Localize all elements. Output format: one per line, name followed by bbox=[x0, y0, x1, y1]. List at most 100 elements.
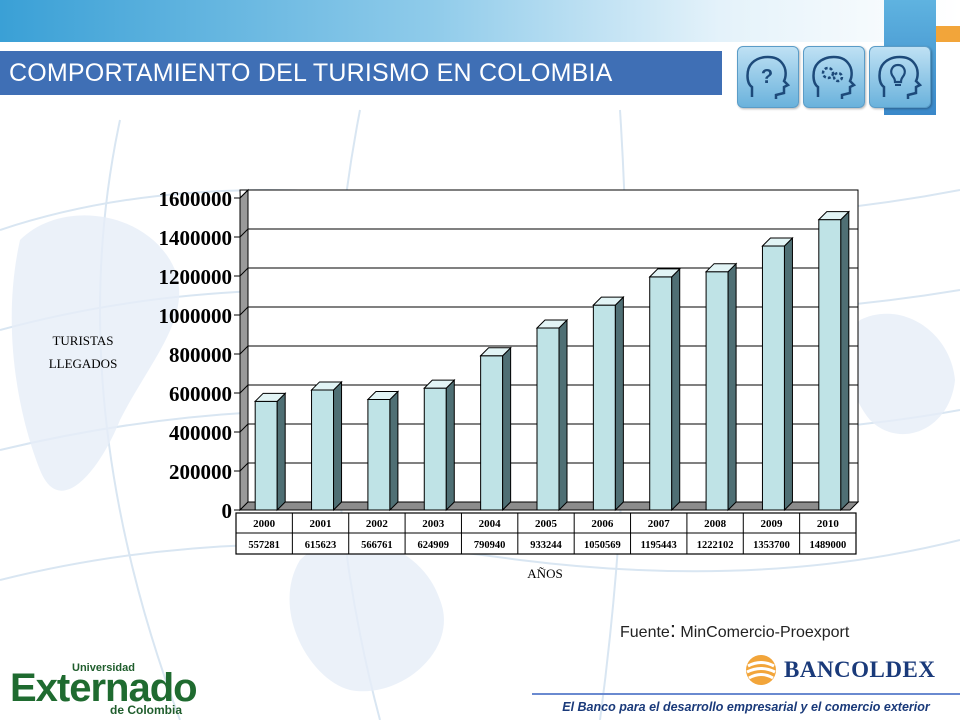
top-gradient-bar bbox=[0, 0, 960, 42]
bar-2009 bbox=[761, 236, 794, 512]
bar-top bbox=[253, 392, 287, 402]
x-tick-label: 2006 bbox=[591, 518, 614, 530]
bar-side bbox=[783, 236, 793, 512]
externado-logo: Universidad Externado de Colombia bbox=[10, 662, 198, 718]
bar-2001 bbox=[310, 380, 343, 512]
x-axis-label: AÑOS bbox=[527, 566, 562, 581]
bar-side bbox=[671, 267, 681, 512]
bar-2004 bbox=[479, 346, 512, 512]
data-label: 615623 bbox=[305, 540, 337, 551]
data-label: 1222102 bbox=[697, 540, 734, 551]
bar-2008 bbox=[704, 262, 738, 512]
tagline-bar: El Banco para el desarrollo empresarial … bbox=[532, 693, 960, 719]
lightbulb-head-icon bbox=[869, 46, 931, 108]
bar-front bbox=[705, 271, 729, 511]
bar-front bbox=[761, 245, 785, 511]
bar-front bbox=[254, 400, 278, 511]
bars bbox=[253, 210, 851, 512]
head-icons: ? bbox=[737, 46, 931, 108]
bar-side bbox=[389, 390, 399, 512]
x-tick-label: 2005 bbox=[535, 518, 558, 530]
bar-2003 bbox=[423, 378, 456, 512]
bar-front bbox=[536, 327, 560, 511]
gridline-side bbox=[239, 306, 249, 316]
x-tick-label: 2009 bbox=[760, 518, 783, 530]
x-tick-label: 2002 bbox=[366, 518, 389, 530]
data-label: 790940 bbox=[474, 540, 506, 551]
svg-text:?: ? bbox=[761, 66, 773, 88]
data-label: 1050569 bbox=[584, 540, 621, 551]
y-tick-label: 200000 bbox=[169, 460, 232, 484]
y-axis-ticks: 0 200000 400000 600000 800000 1000000 1200000 1… bbox=[159, 187, 241, 523]
title-bar: COMPORTAMIENTO DEL TURISMO EN COLOMBIA bbox=[0, 51, 722, 95]
gridline-side bbox=[239, 189, 249, 199]
bar-top bbox=[479, 347, 512, 357]
gridline-side bbox=[239, 345, 249, 355]
bar-top bbox=[535, 319, 569, 329]
bar-side bbox=[558, 318, 568, 512]
x-tick-label: 2008 bbox=[704, 518, 727, 530]
bar-front bbox=[592, 304, 616, 511]
page-title: COMPORTAMIENTO DEL TURISMO EN COLOMBIA bbox=[9, 58, 613, 87]
data-label: 557281 bbox=[248, 540, 280, 551]
bar-side bbox=[502, 346, 512, 512]
bar-2010 bbox=[817, 210, 851, 512]
y-tick-label: 0 bbox=[222, 499, 233, 523]
y-tick-label: 1400000 bbox=[159, 226, 233, 250]
question-head-icon: ? bbox=[737, 46, 799, 108]
data-label: 624909 bbox=[418, 540, 450, 551]
bank-tagline: El Banco para el desarrollo empresarial … bbox=[562, 700, 930, 714]
bancoldex-name: BANCOLDEX bbox=[784, 657, 936, 682]
y-tick-label: 400000 bbox=[169, 421, 232, 445]
bar-2002 bbox=[366, 390, 400, 512]
y-tick-label: 1000000 bbox=[159, 304, 233, 328]
bar-2006 bbox=[592, 295, 625, 512]
gridline-side bbox=[239, 267, 249, 277]
bar-2000 bbox=[253, 392, 287, 512]
bancoldex-logo: BANCOLDEX bbox=[744, 653, 935, 687]
bar-side bbox=[333, 380, 343, 512]
gridline-side bbox=[239, 228, 249, 238]
bar-top bbox=[592, 296, 625, 306]
bar-top bbox=[423, 379, 456, 389]
bar-front bbox=[649, 276, 673, 511]
orange-accent bbox=[936, 26, 960, 42]
bar-front bbox=[311, 389, 335, 511]
data-label: 566761 bbox=[361, 540, 393, 551]
bar-side bbox=[445, 378, 455, 512]
gridline-side bbox=[239, 462, 249, 472]
gears-head-icon bbox=[803, 46, 865, 108]
y-tick-label: 800000 bbox=[169, 343, 232, 367]
bar-front bbox=[423, 387, 447, 511]
data-label: 1489000 bbox=[809, 540, 846, 551]
bar-side bbox=[276, 392, 286, 512]
bar-front bbox=[818, 219, 842, 511]
x-tick-label: 2004 bbox=[479, 518, 502, 530]
bar-side bbox=[840, 210, 850, 512]
bar-top bbox=[817, 211, 851, 221]
bar-front bbox=[367, 398, 391, 511]
y-axis-label-line1: TURISTAS bbox=[52, 333, 113, 348]
x-tick-label: 2010 bbox=[817, 518, 840, 530]
bar-top bbox=[761, 237, 794, 247]
bar-side bbox=[614, 295, 624, 512]
y-tick-label: 1600000 bbox=[159, 187, 233, 211]
data-label: 933244 bbox=[530, 540, 562, 551]
y-tick-label: 1200000 bbox=[159, 265, 233, 289]
bar-side bbox=[727, 262, 737, 512]
bancoldex-emblem-icon bbox=[746, 655, 776, 685]
y-tick-label: 600000 bbox=[169, 382, 232, 406]
source-colon: : bbox=[669, 617, 676, 642]
bar-top bbox=[648, 268, 681, 278]
logo-externado: Externado bbox=[10, 666, 198, 710]
bar-front bbox=[480, 355, 504, 511]
x-tick-label: 2007 bbox=[648, 518, 671, 530]
y-axis-label-line2: LLEGADOS bbox=[49, 356, 118, 371]
bar-top bbox=[310, 381, 343, 391]
logo-universidad: Universidad bbox=[72, 662, 135, 674]
logo-de-colombia: de Colombia bbox=[110, 703, 183, 717]
bar-top bbox=[366, 390, 400, 400]
source-prefix: Fuente bbox=[620, 624, 670, 641]
data-table: 2000 557281 2001 615623 2002 566761 2003 624909… bbox=[235, 512, 857, 555]
